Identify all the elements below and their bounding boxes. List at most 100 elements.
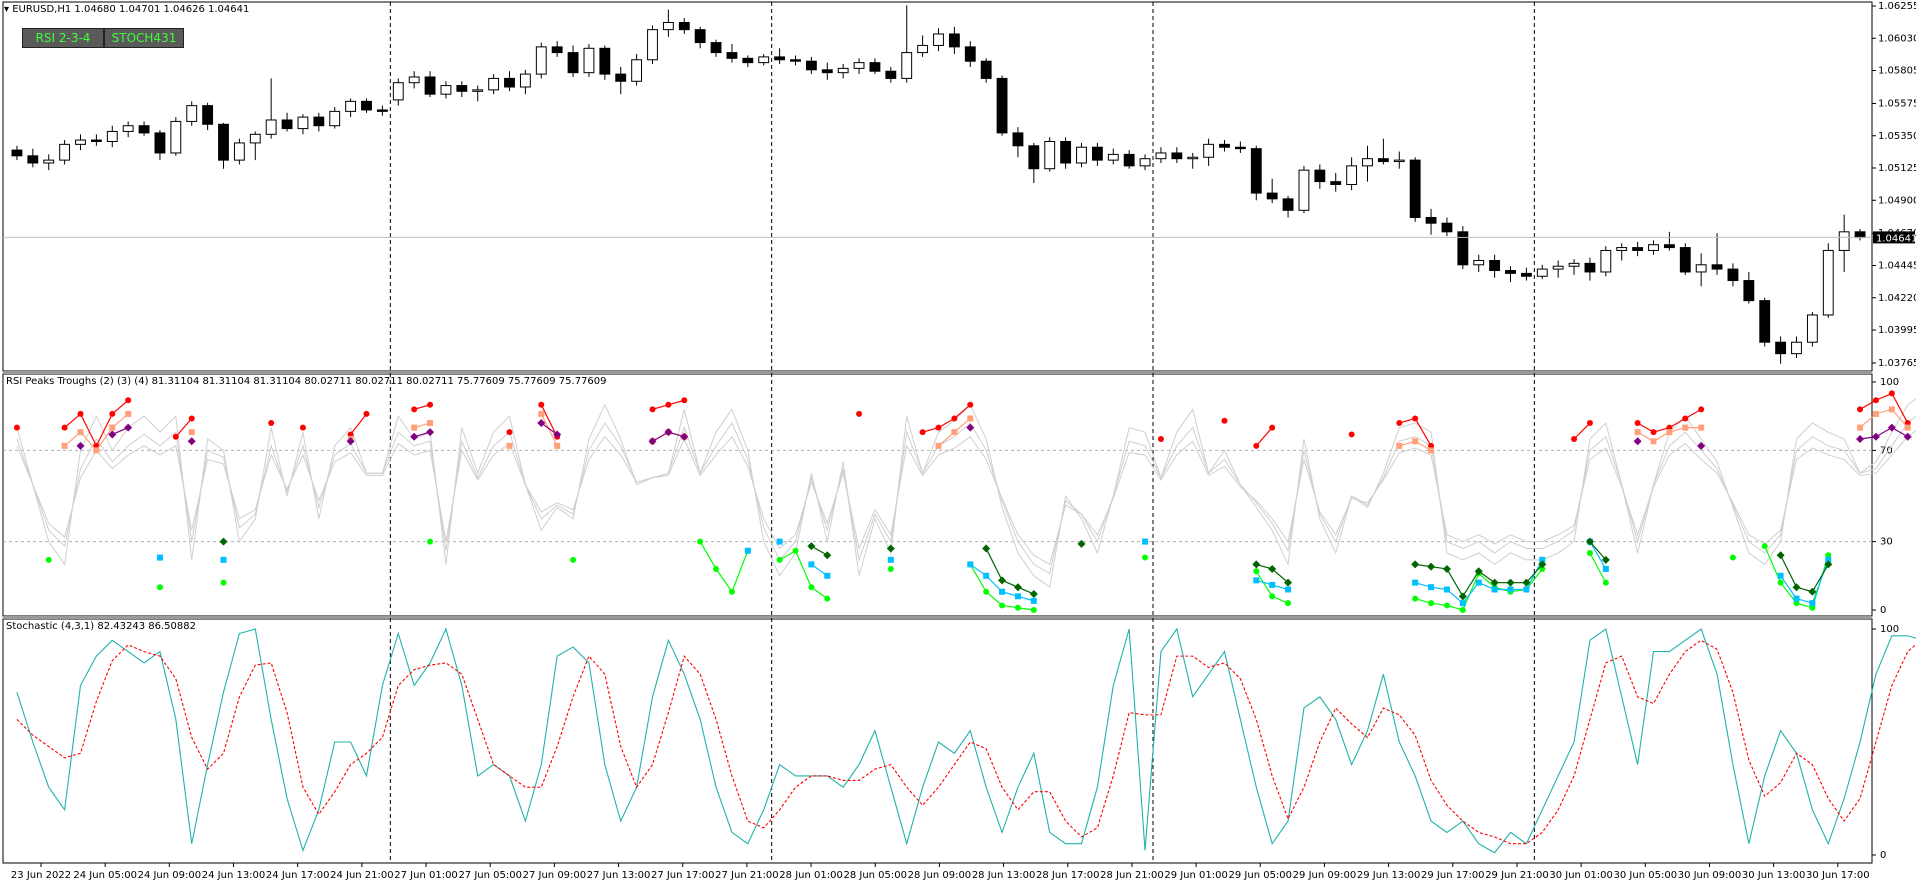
trough-dot-rsi2 bbox=[1030, 607, 1037, 613]
trough-diamond-rsi4 bbox=[1284, 578, 1293, 587]
candle bbox=[837, 64, 849, 79]
candle bbox=[1473, 254, 1485, 272]
rsi-tick-label: 0 bbox=[1880, 605, 1886, 616]
candle bbox=[1409, 157, 1421, 222]
trough-square-rsi3 bbox=[776, 538, 783, 545]
marker-link-rsi4 bbox=[1462, 570, 1480, 597]
peak-square-rsi3 bbox=[1634, 429, 1641, 436]
bear-candle-body bbox=[1584, 262, 1596, 273]
time-tick-label: 28 Jun 09:00 bbox=[908, 870, 972, 881]
stoch-main-line bbox=[16, 627, 1916, 854]
candle bbox=[1632, 241, 1644, 257]
candle bbox=[329, 107, 341, 129]
marker-link-rsi3 bbox=[95, 427, 113, 451]
bull-candle-body bbox=[1616, 247, 1628, 251]
marker-link-rsi2 bbox=[779, 550, 796, 561]
candle bbox=[1679, 243, 1691, 275]
trough-square-rsi3 bbox=[887, 556, 894, 563]
bull-candle-body bbox=[1346, 165, 1358, 186]
bear-candle-body bbox=[1060, 140, 1072, 164]
bear-candle-body bbox=[1632, 247, 1644, 251]
peak-diamond-rsi4 bbox=[1903, 432, 1912, 441]
marker-link-rsi2 bbox=[111, 399, 129, 415]
bull-candle-body bbox=[106, 130, 118, 142]
candle bbox=[1441, 217, 1453, 237]
trough-square-rsi3 bbox=[983, 572, 990, 579]
bear-candle-body bbox=[1663, 244, 1675, 249]
candle bbox=[504, 71, 515, 92]
marker-link-rsi4 bbox=[540, 422, 558, 435]
price-tick-label: 1.04220 bbox=[1878, 293, 1916, 304]
peak-dot-rsi2 bbox=[1157, 436, 1164, 442]
trough-diamond-rsi4 bbox=[1029, 590, 1038, 599]
peak-dot-rsi2 bbox=[1634, 420, 1641, 427]
bull-candle-body bbox=[853, 62, 865, 69]
peak-dot-rsi2 bbox=[1221, 417, 1228, 424]
trough-square-rsi3 bbox=[1253, 577, 1260, 584]
trough-diamond-rsi4 bbox=[1442, 564, 1451, 573]
bull-candle-body bbox=[1600, 249, 1612, 273]
bull-candle-body bbox=[1838, 231, 1850, 251]
bear-candle-body bbox=[202, 105, 214, 125]
peak-diamond-rsi4 bbox=[410, 432, 419, 441]
trough-square-rsi3 bbox=[1602, 565, 1609, 572]
bull-candle-body bbox=[265, 119, 277, 135]
bull-candle-body bbox=[1203, 143, 1215, 158]
peak-dot-rsi2 bbox=[856, 410, 863, 417]
peak-dot-rsi2 bbox=[935, 424, 942, 431]
candle bbox=[43, 154, 55, 171]
candle bbox=[1330, 173, 1342, 192]
bear-candle-body bbox=[1775, 341, 1787, 355]
peak-dot-rsi2 bbox=[299, 424, 306, 431]
marker-link-rsi2 bbox=[811, 586, 828, 600]
trough-square-rsi3 bbox=[1809, 600, 1816, 607]
time-tick-label: 30 Jun 17:00 bbox=[1806, 870, 1870, 881]
candle bbox=[59, 140, 71, 165]
pane-separator[interactable] bbox=[3, 371, 1872, 374]
time-tick-label: 30 Jun 13:00 bbox=[1742, 870, 1806, 881]
marker-link-rsi2 bbox=[953, 404, 971, 419]
candle bbox=[1648, 240, 1659, 255]
candle bbox=[774, 48, 786, 65]
bear-candle-body bbox=[1219, 143, 1230, 148]
peak-dot-rsi2 bbox=[1650, 429, 1657, 436]
peak-diamond-rsi4 bbox=[76, 441, 85, 450]
trough-square-rsi3 bbox=[967, 561, 974, 568]
bull-candle-body bbox=[170, 120, 182, 154]
bear-candle-body bbox=[885, 70, 897, 79]
peak-dot-rsi2 bbox=[1586, 420, 1593, 427]
peak-dot-rsi2 bbox=[172, 433, 179, 440]
peak-dot-rsi2 bbox=[61, 424, 68, 431]
trough-dot-rsi2 bbox=[1412, 595, 1419, 602]
bear-candle-body bbox=[726, 52, 738, 59]
candle bbox=[615, 66, 627, 95]
bear-candle-body bbox=[11, 149, 23, 157]
stoch-toggle-button[interactable]: STOCH431 bbox=[104, 28, 184, 48]
trough-dot-rsi2 bbox=[713, 565, 720, 572]
bear-candle-body bbox=[1679, 247, 1691, 273]
peak-dot-rsi2 bbox=[1396, 420, 1403, 427]
peak-square-rsi3 bbox=[506, 442, 513, 449]
rsi-toggle-button[interactable]: RSI 2-3-4 bbox=[22, 28, 104, 48]
bear-candle-body bbox=[1012, 132, 1024, 147]
price-tick-label: 1.03995 bbox=[1878, 325, 1916, 336]
peak-dot-rsi2 bbox=[1571, 436, 1578, 442]
bull-candle-body bbox=[1536, 268, 1548, 277]
candle bbox=[1123, 150, 1135, 169]
peak-dot-rsi2 bbox=[506, 429, 513, 436]
peak-dot-rsi2 bbox=[649, 406, 656, 413]
trough-diamond-rsi4 bbox=[1458, 592, 1467, 601]
candle bbox=[1219, 140, 1230, 152]
dropdown-arrow-icon[interactable]: ▾ bbox=[4, 4, 10, 15]
bear-candle-body bbox=[1409, 159, 1421, 218]
pane-separator[interactable] bbox=[3, 616, 1872, 619]
time-tick-label: 29 Jun 21:00 bbox=[1485, 870, 1549, 881]
trough-dot-rsi2 bbox=[1539, 565, 1546, 572]
peak-diamond-rsi4 bbox=[1856, 435, 1865, 443]
candle bbox=[75, 134, 86, 151]
bull-candle-body bbox=[1298, 169, 1310, 211]
bear-candle-body bbox=[504, 77, 515, 88]
bull-candle-body bbox=[901, 52, 913, 79]
candle bbox=[1346, 157, 1358, 191]
